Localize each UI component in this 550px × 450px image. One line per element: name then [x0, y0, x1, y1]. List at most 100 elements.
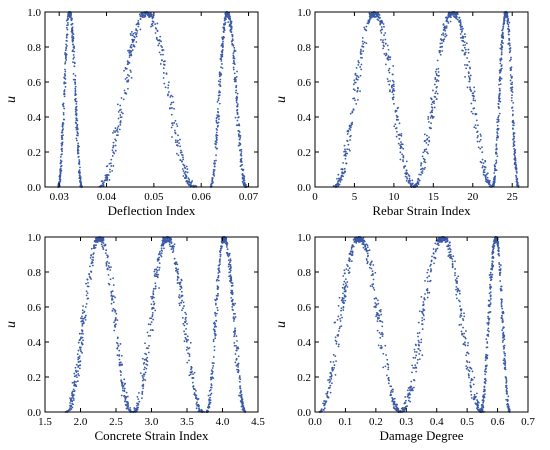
scatter-point — [240, 154, 243, 157]
scatter-point — [66, 33, 68, 36]
scatter-point — [147, 351, 150, 354]
scatter-point — [470, 386, 472, 389]
scatter-point — [217, 124, 219, 127]
scatter-point — [473, 86, 476, 89]
scatter-point — [502, 25, 505, 28]
scatter-point — [499, 76, 501, 78]
scatter-point — [71, 391, 74, 394]
scatter-point — [505, 390, 508, 393]
scatter-point — [65, 19, 68, 22]
scatter-point — [240, 389, 242, 392]
scatter-point — [365, 259, 368, 261]
scatter-point — [161, 49, 164, 52]
scatter-point — [353, 81, 356, 84]
scatter-point — [147, 323, 150, 326]
scatter-point — [227, 21, 230, 24]
scatter-point — [428, 140, 431, 143]
scatter-point — [407, 393, 410, 396]
scatter-point — [79, 179, 82, 182]
scatter-point — [482, 406, 485, 409]
scatter-point — [127, 63, 129, 66]
scatter-point — [64, 62, 67, 65]
scatter-point — [78, 169, 81, 171]
scatter-point — [374, 12, 377, 15]
scatter-point — [380, 333, 382, 336]
scatter-point — [332, 185, 335, 187]
scatter-point — [361, 45, 364, 48]
scatter-point — [386, 44, 389, 47]
scatter-point — [328, 386, 331, 389]
scatter-point — [341, 174, 344, 177]
scatter-point — [113, 321, 115, 324]
scatter-point — [491, 273, 494, 276]
scatter-point — [470, 390, 472, 393]
scatter-point — [486, 181, 489, 184]
scatter-point — [382, 39, 384, 42]
scatter-point — [59, 165, 62, 168]
scatter-point — [153, 268, 156, 271]
y-tick-label: 0.6 — [27, 302, 41, 314]
scatter-point — [434, 78, 437, 81]
scatter-point — [108, 162, 111, 165]
scatter-point — [110, 165, 113, 167]
scatter-point — [233, 344, 236, 347]
scatter-point — [242, 407, 245, 410]
scatter-point — [75, 381, 77, 383]
scatter-point — [120, 97, 123, 99]
scatter-point — [238, 375, 241, 377]
scatter-point — [400, 145, 403, 148]
scatter-point — [354, 72, 357, 75]
scatter-point — [78, 355, 81, 358]
scatter-point — [168, 91, 170, 93]
scatter-point — [126, 407, 129, 410]
scatter-point — [500, 289, 502, 292]
scatter-point — [177, 272, 180, 275]
scatter-point — [145, 359, 148, 362]
scatter-point — [236, 103, 239, 106]
scatter-point — [361, 40, 364, 43]
scatter-point — [427, 268, 430, 271]
scatter-point — [505, 384, 508, 387]
scatter-point — [111, 155, 114, 157]
scatter-point — [185, 327, 187, 330]
scatter-point — [221, 36, 224, 39]
scatter-point — [153, 296, 155, 299]
scatter-point — [500, 300, 503, 303]
y-axis-title: u — [274, 321, 289, 328]
scatter-point — [454, 272, 456, 274]
scatter-point — [463, 312, 465, 315]
scatter-point — [143, 375, 145, 377]
scatter-point — [364, 245, 367, 248]
scatter-point — [144, 352, 147, 355]
scatter-point — [414, 351, 416, 353]
scatter-point — [342, 305, 345, 308]
scatter-point — [412, 366, 415, 369]
scatter-point — [78, 374, 80, 377]
scatter-point — [342, 161, 345, 164]
scatter-point — [82, 332, 84, 335]
scatter-point — [124, 92, 126, 94]
scatter-point — [65, 26, 68, 29]
scatter-point — [383, 25, 385, 28]
scatter-point — [217, 274, 220, 277]
scatter-point — [344, 157, 347, 160]
scatter-point — [219, 263, 221, 266]
scatter-point — [347, 143, 350, 146]
scatter-point — [451, 263, 454, 266]
x-tick-label: 0.06 — [192, 191, 212, 203]
scatter-point — [90, 271, 93, 273]
scatter-point — [513, 158, 516, 161]
scatter-point — [184, 170, 187, 173]
scatter-point — [114, 325, 116, 327]
scatter-point — [175, 267, 177, 270]
scatter-point — [82, 339, 84, 342]
scatter-point — [154, 273, 157, 275]
scatter-point — [489, 287, 492, 290]
scatter-point — [389, 90, 391, 93]
scatter-point — [176, 141, 179, 143]
scatter-point — [232, 54, 235, 57]
scatter-point — [495, 152, 498, 155]
scatter-point — [170, 242, 173, 244]
scatter-point — [380, 313, 383, 316]
scatter-point — [465, 365, 468, 368]
